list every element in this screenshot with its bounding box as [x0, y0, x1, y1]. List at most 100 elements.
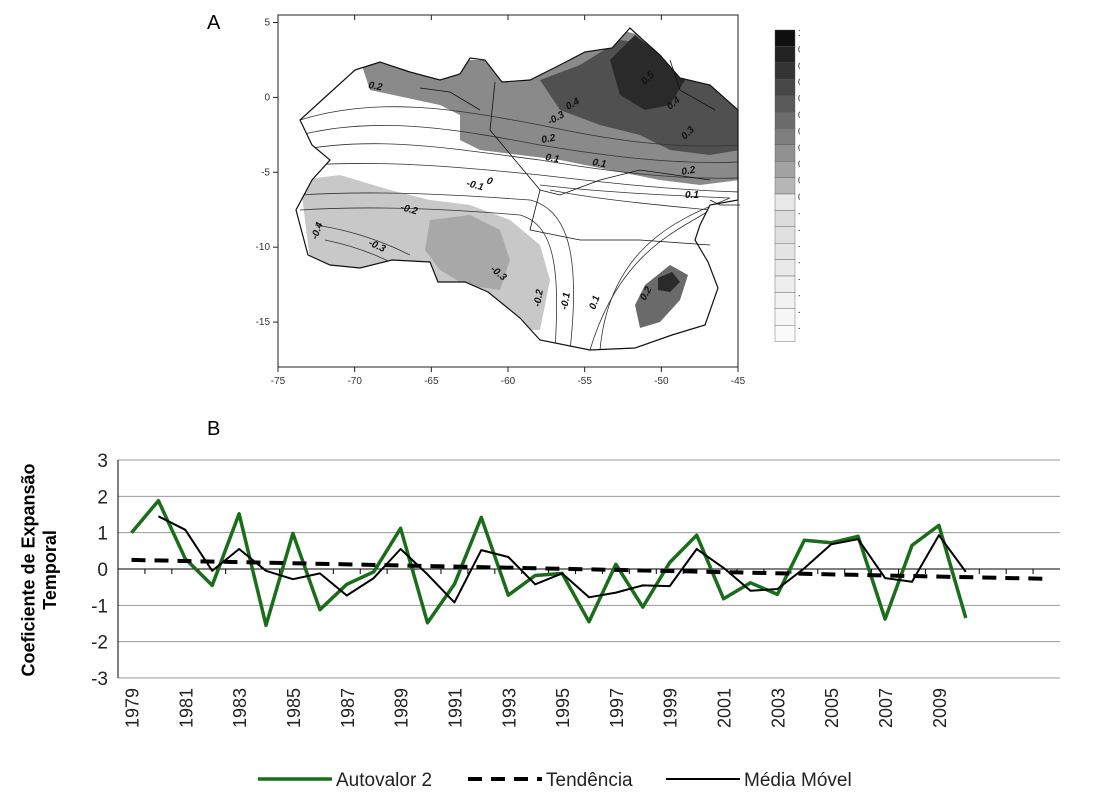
x-tick-label: 1985 [284, 688, 304, 728]
colorbar-tick-label: 1 [798, 28, 800, 38]
x-tick-label: 2001 [715, 688, 735, 728]
contour-label: 0.1 [685, 190, 699, 201]
legend-label: Autovalor 2 [336, 770, 432, 791]
colorbar-swatch [774, 95, 796, 113]
colorbar-swatch [774, 193, 796, 211]
map-x-tick-label: -45 [731, 376, 746, 387]
x-tick-label: 1999 [661, 688, 681, 728]
line-chart-panel: 3 2 1 0 -1 -2 -3 1979 1981 1983 1985 1987 1989 1991 1… [0, 400, 1094, 797]
autovalor-line [130, 498, 968, 628]
colorbar-tick-label: -0.7 [798, 307, 800, 317]
colorbar-swatch [774, 177, 796, 195]
x-tick-label: 1983 [230, 688, 250, 728]
positive-region-north-peak [610, 35, 685, 110]
colorbar-swatch [774, 144, 796, 162]
legend-label: Média Móvel [744, 770, 852, 791]
contour-label: -0.2 [532, 288, 546, 307]
colorbar-tick-label: 0.3 [798, 143, 800, 153]
x-tick-label: 2005 [822, 688, 842, 728]
map-x-tick-label: -60 [501, 376, 516, 387]
contour-label: 0.2 [681, 165, 697, 178]
map-y-tick-label: 0 [264, 92, 270, 103]
y-tick-label: -3 [91, 669, 108, 690]
chart-y-axis: 3 2 1 0 -1 -2 -3 [91, 451, 108, 690]
map-y-tick-label: 5 [264, 17, 270, 28]
chart-legend: Autovalor 2 Tendência Média Móvel [258, 770, 852, 791]
x-tick-label: 1979 [122, 688, 142, 728]
colorbar-swatch [774, 46, 796, 64]
colorbar-tick-label: -0.2 [798, 225, 800, 235]
x-tick-label: 1991 [445, 688, 465, 728]
colorbar-tick-label: 0.9 [798, 44, 800, 54]
contour-label: 0.2 [541, 133, 557, 146]
x-tick-label: 2007 [876, 688, 896, 728]
contour-label: 0.1 [587, 294, 602, 311]
y-tick-label: 1 [97, 524, 108, 545]
map-x-tick-label: -55 [577, 376, 592, 387]
colorbar-swatch [774, 128, 796, 145]
chart-x-axis: 1979 1981 1983 1985 1987 1989 1991 1993 1995 1997… [117, 569, 1034, 728]
colorbar-tick-label: 0.5 [798, 110, 800, 120]
colorbar-tick-label: 0.8 [798, 61, 800, 71]
colorbar-tick-label: -0.6 [798, 290, 800, 300]
contour-label: -0.1 [465, 178, 485, 193]
contour-label: 0 [485, 175, 494, 187]
map-x-tick-label: -65 [424, 376, 439, 387]
chart-series [130, 498, 1047, 628]
media-movel-line [157, 515, 967, 604]
colorbar-swatch [774, 62, 796, 80]
colorbar-swatch [774, 78, 796, 96]
colorbar-swatch [774, 160, 796, 178]
colorbar-swatch [774, 210, 796, 227]
map-x-tick-label: -50 [654, 376, 669, 387]
contour-label: 0.1 [591, 157, 607, 170]
x-tick-label: 2003 [768, 688, 788, 728]
y-tick-label: 2 [97, 487, 108, 508]
colorbar-tick-label: 0.6 [798, 94, 800, 104]
map-y-tick-label: -5 [261, 167, 270, 178]
colorbar-swatch [774, 325, 796, 342]
colorbar-swatch [774, 111, 796, 129]
x-tick-label: 2009 [930, 688, 950, 728]
colorbar-tick-label: -0.8 [798, 323, 800, 333]
contour-map-panel: 0.2 -0.3 0.4 0.5 0.4 0.3 0.2 0.1 0.1 0 -0.1 -0.2 -0.… [240, 0, 814, 400]
colorbar-tick-label: 0.4 [798, 126, 800, 136]
colorbar-tick-label: 0.2 [798, 159, 800, 169]
y-tick-label: 3 [97, 451, 108, 472]
positive-region-south-core [658, 272, 680, 292]
map-x-tick-label: -75 [271, 376, 286, 387]
colorbar-swatch [774, 275, 796, 293]
x-tick-label: 1995 [553, 688, 573, 728]
colorbar-swatch [774, 308, 796, 326]
y-axis-label-line: Temporal [40, 530, 60, 610]
legend-label: Tendência [546, 770, 633, 791]
colorbar-tick-label: -0.1 [798, 208, 800, 218]
contour-map: 0.2-0.30.40.50.40.30.20.1 0.10-0.1-0.2-0.… [256, 14, 814, 387]
colorbar-swatch [774, 292, 796, 309]
colorbar-swatch [774, 226, 796, 244]
colorbar-swatch [774, 242, 796, 260]
colorbar-tick-label: 0.7 [798, 77, 800, 87]
contour-label: -0.1 [559, 291, 573, 310]
y-tick-label: 0 [97, 560, 108, 581]
x-tick-label: 1997 [607, 688, 627, 728]
x-tick-label: 1981 [176, 688, 196, 728]
contour-label: 0.1 [544, 152, 560, 165]
negative-region-west-core [425, 215, 510, 290]
contour-label: 0.2 [367, 80, 383, 93]
state-borders [419, 59, 740, 246]
x-tick-label: 1989 [392, 688, 412, 728]
y-tick-label: -2 [91, 633, 108, 654]
colorbar: 1 0.9 0.8 0.7 0.6 0.5 0.4 0.3 0.2 0.1 0 -0.1 -0.2 -0.… [774, 28, 814, 342]
colorbar-tick-label: -0.3 [798, 241, 800, 251]
colorbar-tick-label: -0.5 [798, 274, 800, 284]
panel-b-label: B [207, 418, 221, 440]
panel-a-label: A [207, 12, 221, 34]
colorbar-swatch [774, 29, 796, 47]
colorbar-tick-label: 0.1 [798, 176, 800, 186]
y-axis-label-line: Coeficiente de Expansão [19, 463, 39, 676]
x-tick-label: 1993 [499, 688, 519, 728]
colorbar-swatch [774, 259, 796, 277]
map-x-axis: -75 -70 -65 -60 -55 -50 -45 [271, 15, 746, 387]
